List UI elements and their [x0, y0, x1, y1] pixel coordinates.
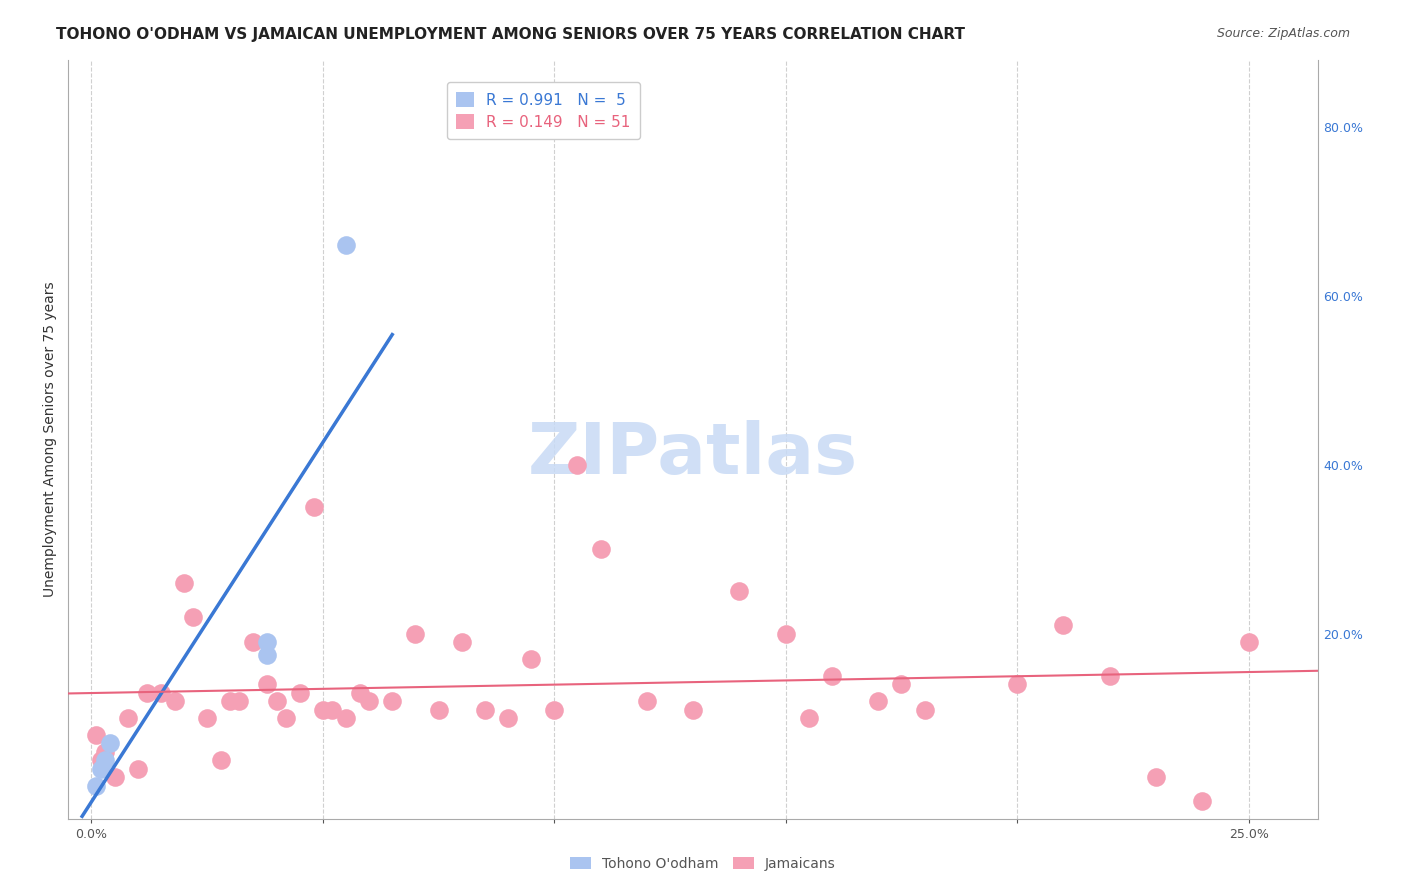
Point [94, 753, 117, 767]
Point [1144, 770, 1167, 784]
Point [274, 711, 297, 725]
Point [821, 669, 844, 683]
Point [450, 635, 472, 649]
Point [1052, 618, 1074, 632]
Point [890, 677, 912, 691]
Point [312, 702, 335, 716]
Point [103, 770, 125, 784]
Point [404, 626, 426, 640]
Point [127, 762, 149, 776]
Point [84, 779, 107, 793]
Point [149, 686, 172, 700]
Point [359, 694, 381, 708]
Point [567, 458, 589, 472]
Point [349, 686, 371, 700]
Point [163, 694, 186, 708]
Point [1237, 635, 1260, 649]
Point [1005, 677, 1028, 691]
Point [288, 686, 311, 700]
Point [90, 762, 112, 776]
Point [914, 702, 936, 716]
Point [636, 694, 658, 708]
Point [181, 609, 204, 624]
Point [868, 694, 890, 708]
Point [335, 711, 357, 725]
Point [94, 745, 117, 759]
Point [266, 694, 288, 708]
Point [496, 711, 519, 725]
Point [90, 753, 112, 767]
Point [117, 711, 139, 725]
Point [256, 648, 278, 662]
Point [520, 652, 543, 666]
Y-axis label: Unemployment Among Seniors over 75 years: Unemployment Among Seniors over 75 years [44, 282, 58, 598]
Point [728, 584, 751, 599]
Point [242, 635, 264, 649]
Point [381, 694, 404, 708]
Point [228, 694, 250, 708]
Point [589, 542, 612, 557]
Point [797, 711, 820, 725]
Point [256, 677, 278, 691]
Point [335, 238, 357, 252]
Legend: Tohono O'odham, Jamaicans: Tohono O'odham, Jamaicans [565, 851, 841, 876]
Point [302, 500, 325, 514]
Point [474, 702, 496, 716]
Point [84, 728, 107, 742]
Text: ZIPatlas: ZIPatlas [529, 420, 858, 489]
Point [195, 711, 218, 725]
Point [543, 702, 565, 716]
Point [427, 702, 450, 716]
Point [173, 576, 195, 591]
Point [321, 702, 343, 716]
Point [1191, 794, 1213, 808]
Point [256, 635, 278, 649]
Point [682, 702, 704, 716]
Point [98, 736, 121, 750]
Text: TOHONO O'ODHAM VS JAMAICAN UNEMPLOYMENT AMONG SENIORS OVER 75 YEARS CORRELATION : TOHONO O'ODHAM VS JAMAICAN UNEMPLOYMENT … [56, 27, 966, 42]
Text: Source: ZipAtlas.com: Source: ZipAtlas.com [1216, 27, 1350, 40]
Point [219, 694, 242, 708]
Point [775, 626, 797, 640]
Point [209, 753, 232, 767]
Point [1098, 669, 1121, 683]
Legend: R = 0.991   N =  5, R = 0.149   N = 51: R = 0.991 N = 5, R = 0.149 N = 51 [447, 82, 640, 139]
Point [135, 686, 157, 700]
